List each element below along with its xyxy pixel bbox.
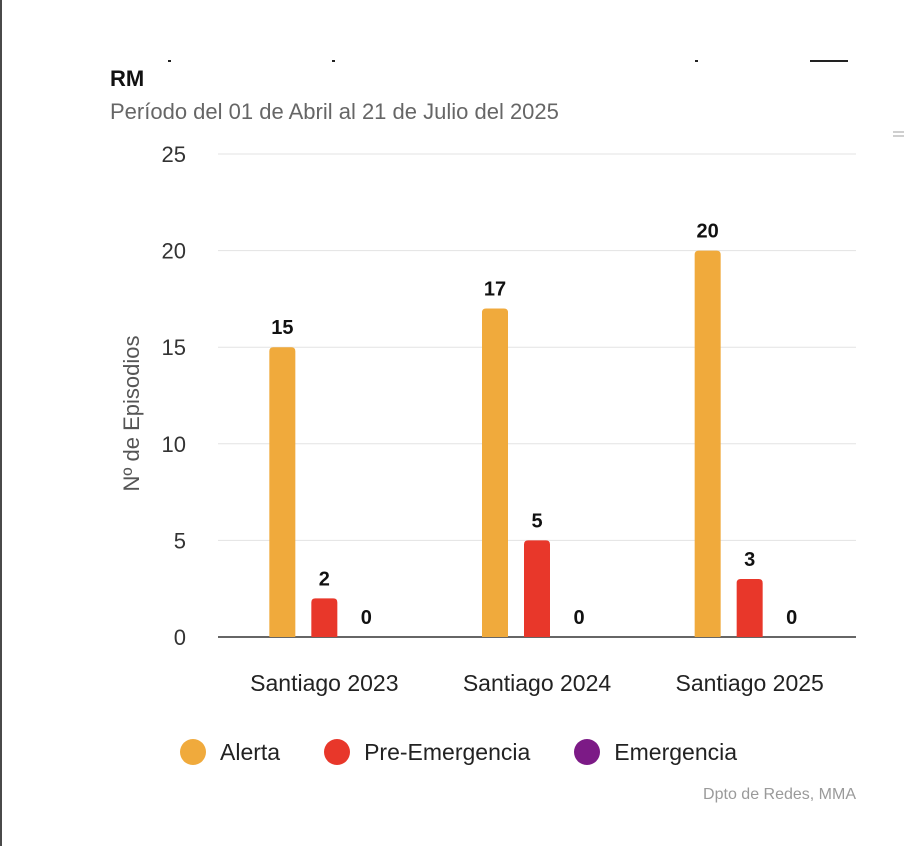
data-label-emergencia-2: 0	[786, 607, 797, 629]
y-tick-label-0: 0	[174, 625, 186, 650]
bar-pre-emergencia-0	[311, 598, 338, 637]
data-label-emergencia-1: 0	[573, 607, 584, 629]
legend-label-pre-emergencia: Pre-Emergencia	[364, 738, 531, 765]
y-tick-label-15: 15	[162, 335, 186, 360]
legend-item-alerta[interactable]: Alerta	[180, 739, 280, 766]
data-label-alerta-0: 15	[271, 317, 293, 339]
bar-alerta-1	[482, 308, 508, 637]
y-tick-label-25: 25	[162, 142, 186, 167]
clipped-content-marks	[160, 60, 860, 64]
chart-title: RM	[110, 66, 145, 91]
y-tick-label-10: 10	[162, 432, 186, 457]
data-label-pre-emergencia-0: 2	[319, 568, 330, 590]
data-label-alerta-2: 20	[697, 221, 719, 243]
legend-swatch-pre-emergencia	[324, 739, 351, 765]
chart-credit: Dpto de Redes, MMA	[703, 786, 856, 803]
y-axis-title: Nº de Episodios	[119, 335, 144, 491]
legend-swatch-emergencia	[574, 739, 601, 765]
data-label-pre-emergencia-2: 3	[744, 549, 755, 571]
x-tick-label-1: Santiago 2024	[463, 670, 612, 696]
bar-alerta-0	[269, 347, 296, 637]
chart-subtitle: Período del 01 de Abril al 21 de Julio d…	[110, 99, 559, 124]
legend-label-emergencia: Emergencia	[614, 738, 738, 765]
chart-menu-icon[interactable]	[893, 131, 904, 137]
y-tick-label-20: 20	[162, 239, 186, 264]
legend-item-emergencia[interactable]: Emergencia	[574, 739, 737, 766]
legend-label-alerta: Alerta	[220, 738, 281, 765]
data-label-emergencia-0: 0	[361, 607, 372, 629]
legend-swatch-alerta	[180, 739, 206, 765]
data-label-pre-emergencia-1: 5	[531, 510, 542, 532]
window-left-border	[0, 0, 2, 846]
y-tick-label-5: 5	[174, 528, 186, 553]
bar-alerta-2	[694, 250, 721, 637]
bar-pre-emergencia-1	[524, 540, 550, 637]
legend-item-pre-emergencia[interactable]: Pre-Emergencia	[324, 739, 530, 766]
chart-legend: Alerta Pre-Emergencia Emergencia	[180, 736, 781, 768]
bar-pre-emergencia-2	[736, 579, 763, 637]
x-tick-label-0: Santiago 2023	[250, 670, 398, 696]
data-label-alerta-1: 17	[484, 279, 506, 301]
x-tick-label-2: Santiago 2025	[675, 670, 823, 696]
